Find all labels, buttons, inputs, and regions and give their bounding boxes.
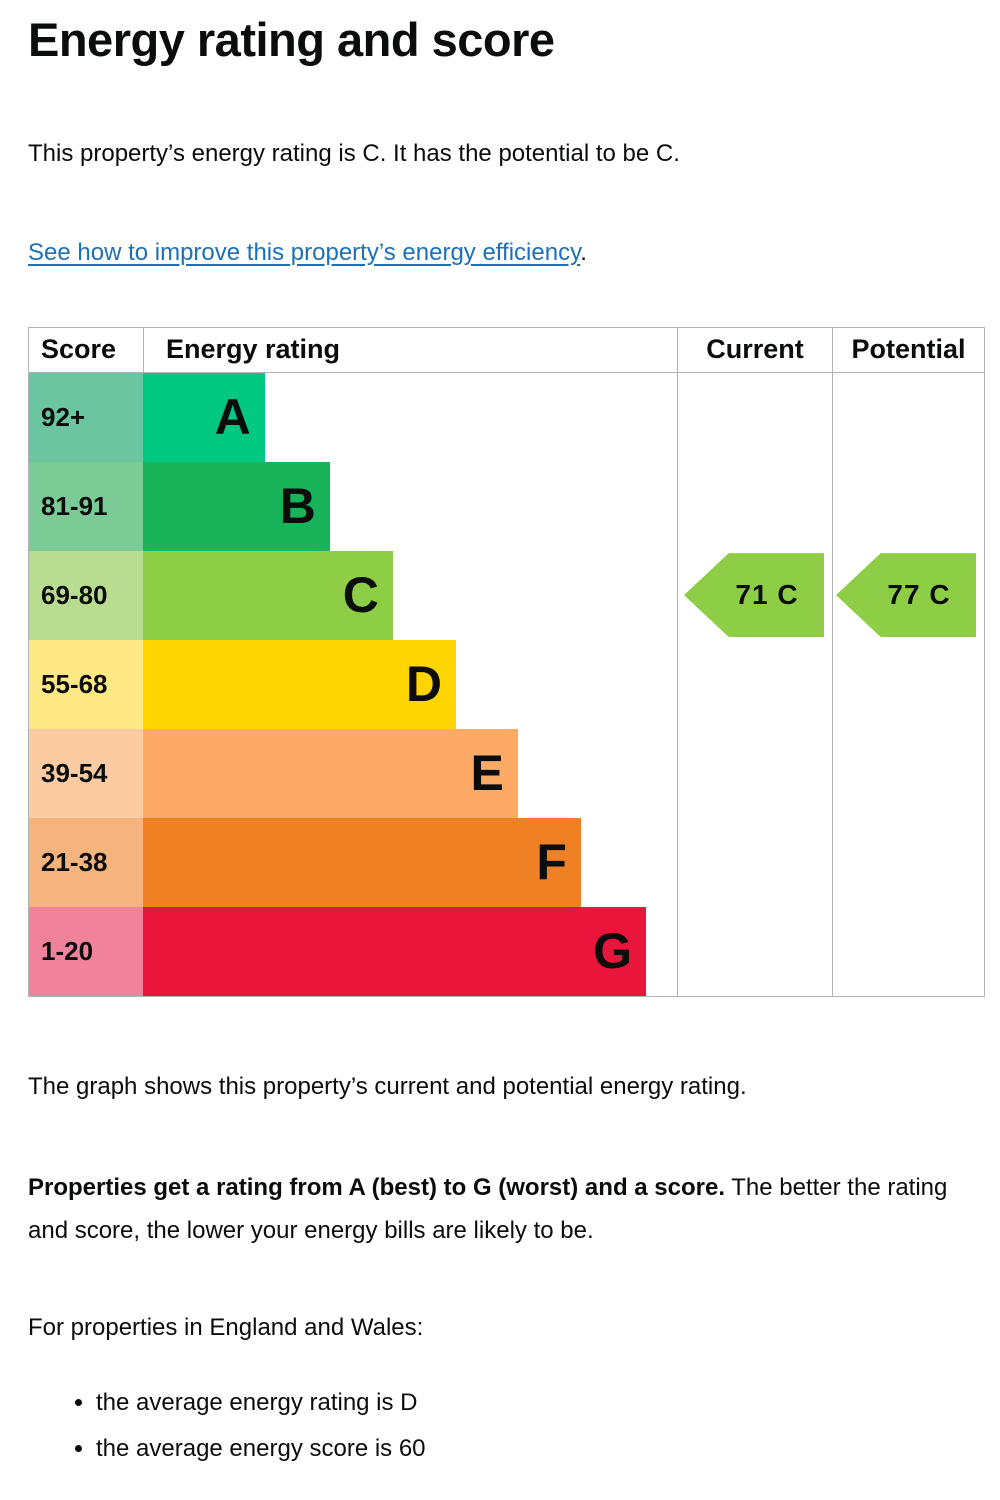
epc-band-row-g: 1-20 G [29,906,984,996]
graph-caption: The graph shows this property’s current … [28,1072,747,1100]
current-column-cell [677,372,832,462]
current-column-cell [677,817,832,907]
rating-bar-cell: F [143,817,677,907]
epc-chart-rows: 92+ A 81-91 B 69-80 C 71 C 77 C 55-68 D 39-54 E 21-3… [29,372,984,996]
region-average-item: the average energy score is 60 [96,1434,985,1464]
page-title: Energy rating and score [28,13,555,66]
rating-bar-cell: E [143,728,677,818]
score-range-cell: 55-68 [29,639,143,729]
epc-chart-header: Score Energy rating Current Potential [29,327,984,373]
current-column-cell: 71 C [677,550,832,640]
rating-summary-text: This property’s energy rating is C. It h… [28,139,680,167]
improve-link-paragraph: See how to improve this property’s energ… [28,239,985,267]
rating-explanation-normal: The better the rating and score, the low… [28,1173,948,1244]
column-header-energy-rating: Energy rating [143,327,677,372]
current-column-cell [677,728,832,818]
epc-band-row-b: 81-91 B [29,461,984,551]
epc-band-row-a: 92+ A [29,372,984,462]
band-bar-g: G [143,906,647,996]
potential-column-cell [832,639,984,729]
potential-column-cell [832,728,984,818]
column-header-score: Score [41,334,117,365]
band-bar-c: C [143,550,393,640]
rating-bar-cell: G [143,906,677,996]
column-header-current: Current [677,327,832,372]
epc-band-row-c: 69-80 C 71 C 77 C [29,550,984,640]
region-averages-list: the average energy rating is D the averag… [28,1388,985,1464]
rating-bar-cell: B [143,461,677,551]
score-range-cell: 21-38 [29,817,143,907]
epc-band-row-d: 55-68 D [29,639,984,729]
band-bar-b: B [143,461,330,551]
page: Energy rating and score This property’s … [0,0,1000,1464]
potential-rating-arrow: 77 C [836,553,976,638]
improve-efficiency-link[interactable]: See how to improve this property’s energ… [28,238,581,266]
potential-column-cell: 77 C [832,550,984,640]
score-range-cell: 92+ [29,372,143,462]
current-column-cell [677,906,832,996]
score-range-cell: 39-54 [29,728,143,818]
rating-explanation: Properties get a rating from A (best) to… [28,1166,985,1252]
current-rating-arrow: 71 C [684,553,824,638]
potential-column-cell [832,817,984,907]
current-column-cell [677,639,832,729]
band-bar-f: F [143,817,581,907]
potential-column-cell [832,372,984,462]
score-range-cell: 1-20 [29,906,143,996]
rating-bar-cell: D [143,639,677,729]
column-header-potential: Potential [832,327,984,372]
band-bar-e: E [143,728,518,818]
band-bar-a: A [143,372,265,462]
link-period: . [580,238,587,266]
epc-band-row-e: 39-54 E [29,728,984,818]
potential-column-cell [832,906,984,996]
band-bar-d: D [143,639,456,729]
region-average-item: the average energy rating is D [96,1388,985,1418]
score-range-cell: 69-80 [29,550,143,640]
epc-rating-chart: Score Energy rating Current Potential 92… [28,326,985,997]
rating-explanation-bold: Properties get a rating from A (best) to… [28,1173,725,1201]
epc-band-row-f: 21-38 F [29,817,984,907]
score-range-cell: 81-91 [29,461,143,551]
rating-bar-cell: A [143,372,677,462]
region-heading: For properties in England and Wales: [28,1314,424,1342]
rating-bar-cell: C [143,550,677,640]
current-column-cell [677,461,832,551]
potential-column-cell [832,461,984,551]
